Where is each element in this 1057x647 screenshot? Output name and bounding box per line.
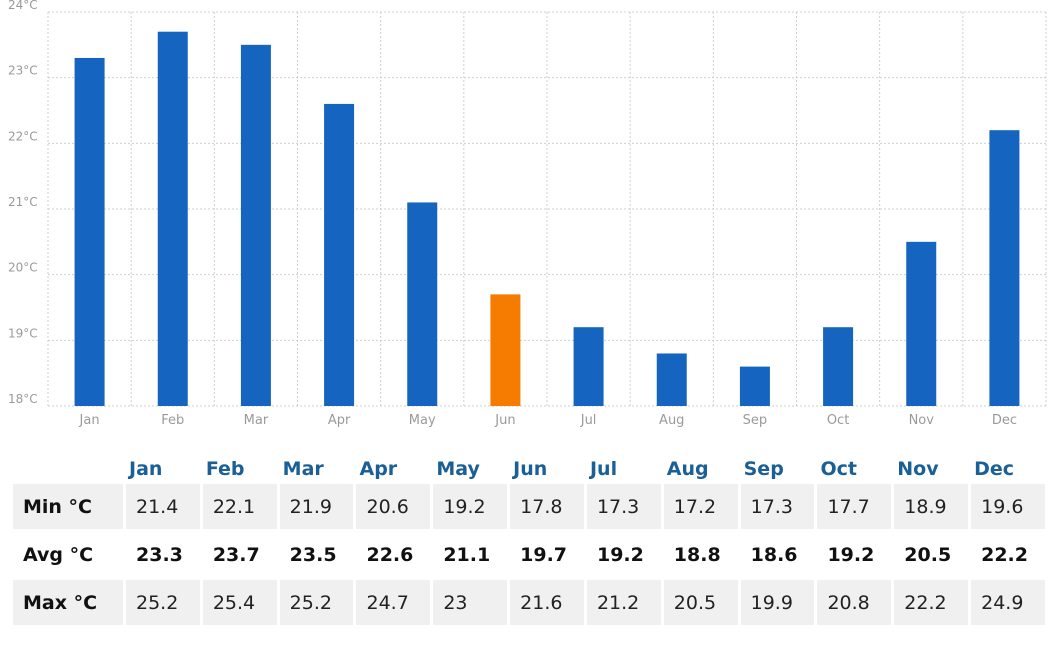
x-tick-label: Oct (827, 413, 849, 428)
table-cell: 19.2 (827, 543, 875, 566)
table-cell: 21.2 (586, 580, 661, 625)
x-tick-label: Jan (79, 413, 100, 428)
table-cell: 25.2 (279, 580, 354, 625)
x-tick-label: Aug (659, 413, 684, 428)
table-cell: 21.6 (510, 580, 584, 625)
table-cell: 21.4 (126, 484, 200, 529)
month-header: Jan (129, 458, 163, 480)
bar-dec (989, 130, 1020, 406)
month-header: Aug (666, 458, 709, 480)
table-cell: 17.7 (817, 484, 892, 529)
month-header: Nov (897, 458, 939, 480)
table-cell: 17.8 (510, 484, 584, 529)
x-tick-label: Dec (992, 413, 1017, 428)
x-tick-label: Nov (909, 413, 935, 428)
table-cell: 20.6 (356, 484, 431, 529)
bar-jun (490, 294, 521, 406)
bar-jan (74, 57, 105, 406)
y-tick-label: 24°C (8, 0, 38, 12)
y-tick-label: 21°C (8, 195, 38, 209)
bar-oct (823, 327, 854, 406)
row-label: Max °C (13, 580, 123, 625)
bar-may (407, 202, 438, 406)
table-cell: 22.1 (202, 484, 277, 529)
bar-aug (656, 353, 687, 406)
y-tick-label: 22°C (8, 129, 38, 143)
month-header: Apr (359, 458, 398, 480)
table-cell: 25.2 (126, 580, 200, 625)
month-header: Jun (513, 458, 548, 480)
table-row-min: Min °C 21.4 22.1 21.9 20.6 19.2 17.8 17.… (13, 484, 1045, 529)
month-header: Dec (974, 458, 1015, 480)
table-row-max: Max °C 25.2 25.4 25.2 24.7 23 21.6 21.2 … (13, 580, 1045, 625)
table-header-row: Jan Feb Mar Apr May Jun Jul Aug Sep Oct … (13, 457, 1045, 481)
x-tick-label: May (409, 413, 436, 428)
month-header: Oct (820, 458, 857, 480)
row-label: Avg °C (23, 543, 94, 566)
table-corner (13, 457, 123, 481)
table-cell: 22.2 (894, 580, 969, 625)
bar-mar (240, 44, 271, 406)
y-tick-label: 19°C (8, 326, 38, 340)
table-cell: 20.5 (904, 543, 952, 566)
table-cell: 19.9 (740, 580, 815, 625)
table-row-avg: Avg °C 23.3 23.7 23.5 22.6 21.1 19.7 19.… (13, 532, 1045, 577)
table-cell: 17.2 (663, 484, 738, 529)
y-tick-label: 23°C (8, 64, 38, 78)
table-cell: 21.9 (279, 484, 354, 529)
table-cell: 24.9 (971, 580, 1045, 625)
table-cell: 19.6 (971, 484, 1045, 529)
table-cell: 19.2 (433, 484, 508, 529)
table-cell: 25.4 (202, 580, 277, 625)
bar-feb (157, 31, 188, 406)
x-tick-label: Jun (494, 413, 515, 428)
bar-sep (739, 366, 770, 406)
y-tick-label: 18°C (8, 392, 38, 406)
x-tick-label: Feb (161, 413, 184, 428)
table-cell: 23 (433, 580, 508, 625)
table-cell: 18.6 (750, 543, 798, 566)
temperature-table: Jan Feb Mar Apr May Jun Jul Aug Sep Oct … (10, 454, 1048, 628)
table-cell: 23.7 (212, 543, 260, 566)
month-header: Sep (743, 458, 784, 480)
month-header: May (436, 458, 480, 480)
x-tick-label: Jul (580, 413, 597, 428)
bar-apr (324, 103, 355, 406)
bar-nov (906, 241, 937, 406)
month-header: Jul (589, 458, 618, 480)
x-tick-label: Sep (743, 413, 768, 428)
x-tick-label: Apr (328, 413, 351, 428)
table-cell: 18.8 (673, 543, 721, 566)
table-cell: 19.2 (596, 543, 644, 566)
table-cell: 17.3 (586, 484, 661, 529)
table-cell: 22.6 (366, 543, 414, 566)
table-cell: 23.3 (136, 543, 183, 566)
table-cell: 20.5 (663, 580, 738, 625)
x-tick-label: Mar (244, 413, 269, 428)
month-header: Feb (205, 458, 245, 480)
month-header: Mar (282, 458, 324, 480)
y-tick-label: 20°C (8, 261, 38, 275)
table-cell: 24.7 (356, 580, 431, 625)
row-label: Min °C (13, 484, 123, 529)
table-cell: 22.2 (981, 543, 1028, 566)
table-cell: 21.1 (443, 543, 491, 566)
table-cell: 19.7 (520, 543, 568, 566)
table-cell: 17.3 (740, 484, 815, 529)
table-cell: 20.8 (817, 580, 892, 625)
table-cell: 18.9 (894, 484, 969, 529)
table-cell: 23.5 (289, 543, 337, 566)
bar-jul (573, 327, 604, 406)
temperature-bar-chart: 18°C 19°C 20°C 21°C 22°C 23°C 24°C Jan Feb Mar Apr… (8, 0, 1047, 428)
